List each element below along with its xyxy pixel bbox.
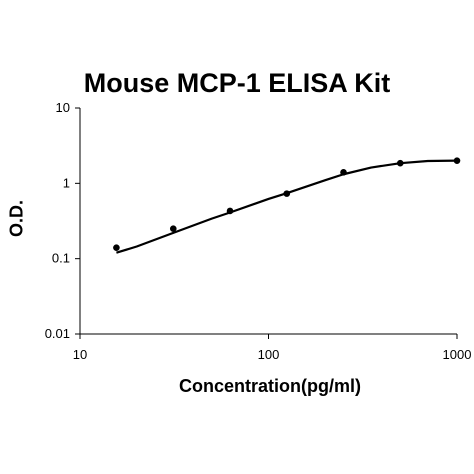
ticks: 0.01 0.1 1 10 10 100 1000: [45, 100, 472, 362]
data-point: [453, 157, 461, 164]
data-points-layer: [113, 157, 461, 251]
data-point: [113, 244, 120, 251]
axes: [79, 108, 457, 335]
fit-curve: [116, 159, 458, 254]
y-tick-label: 10: [56, 100, 70, 115]
data-point: [340, 169, 347, 176]
data-point: [396, 159, 404, 167]
x-axis-label: Concentration(pg/ml): [179, 376, 361, 396]
x-tick-label: 1000: [443, 347, 472, 362]
x-tick-label: 10: [73, 347, 87, 362]
y-tick-label: 1: [63, 175, 70, 190]
fit-curve-layer: [116, 159, 458, 254]
y-tick-label: 0.01: [45, 326, 70, 341]
y-tick-label: 0.1: [52, 251, 70, 266]
x-tick-label: 100: [258, 347, 280, 362]
data-point: [169, 225, 177, 232]
chart-title: Mouse MCP-1 ELISA Kit: [83, 68, 391, 98]
data-point: [226, 207, 234, 215]
data-point: [283, 190, 291, 197]
